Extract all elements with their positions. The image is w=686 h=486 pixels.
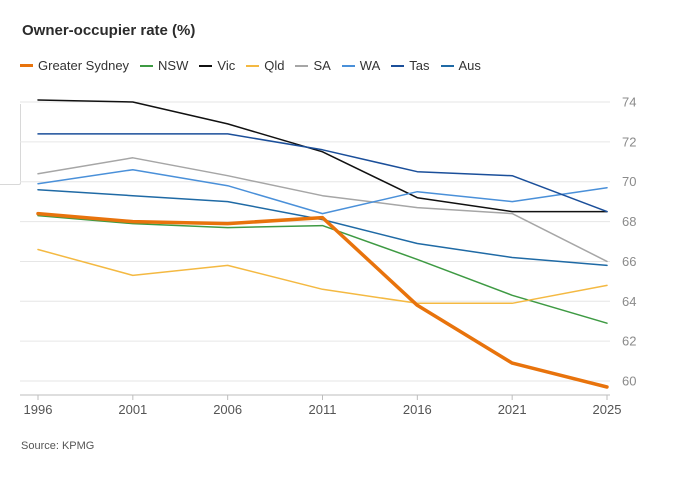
series-line-tas — [37, 133, 608, 213]
legend-swatch — [20, 64, 33, 67]
y-tick-label: 64 — [622, 294, 636, 309]
line-chart: 60 62 64 66 68 70 72 74 1996 2001 2006 2011 2016 2021… — [20, 94, 636, 417]
legend-label: WA — [359, 58, 381, 73]
legend-swatch — [199, 64, 213, 67]
legend-swatch — [391, 64, 405, 67]
series-line-vic — [37, 99, 608, 213]
x-tick-label: 2021 — [498, 402, 527, 417]
legend-swatch — [440, 64, 454, 67]
x-tick-label: 1996 — [24, 402, 53, 417]
series-line-sa — [37, 157, 608, 263]
x-tick-label: 2001 — [118, 402, 147, 417]
legend-swatch — [140, 64, 154, 67]
decorative-bracket — [0, 104, 21, 185]
y-tick-label: 66 — [622, 254, 636, 269]
legend-swatch — [246, 64, 260, 67]
legend-label: NSW — [158, 58, 189, 73]
legend-item-qld: Qld — [246, 58, 284, 73]
series-line-greater-sydney — [36, 211, 609, 389]
series-line-aus — [37, 188, 608, 267]
legend-label: Greater Sydney — [38, 58, 130, 73]
y-tick-label: 68 — [622, 214, 636, 229]
legend-label: SA — [313, 58, 331, 73]
y-tick-label: 72 — [622, 134, 636, 149]
chart-legend: Greater Sydney NSW Vic Qld SA WA Tas Aus — [20, 58, 492, 73]
series-line-qld — [37, 248, 608, 305]
series-line-nsw — [37, 214, 608, 324]
legend-item-nsw: NSW — [140, 58, 188, 73]
series-line-wa — [37, 168, 608, 215]
legend-swatch — [341, 64, 355, 67]
y-tick-label: 70 — [622, 174, 636, 189]
legend-item-sa: SA — [295, 58, 331, 73]
y-tick-label: 74 — [622, 94, 636, 109]
legend-item-aus: Aus — [440, 58, 481, 73]
legend-item-wa: WA — [341, 58, 381, 73]
x-tick-label: 2006 — [213, 402, 242, 417]
x-tick-label: 2011 — [309, 402, 337, 417]
legend-label: Vic — [217, 58, 236, 73]
y-tick-label: 60 — [622, 374, 636, 389]
legend-item-tas: Tas — [391, 58, 430, 73]
x-tick-label: 2016 — [403, 402, 432, 417]
x-tick-label: 2025 — [593, 402, 622, 417]
chart-title: Owner-occupier rate (%) — [22, 22, 196, 39]
legend-label: Aus — [458, 58, 481, 73]
legend-item-greater-sydney: Greater Sydney — [20, 58, 129, 73]
legend-swatch — [295, 64, 309, 67]
legend-item-vic: Vic — [199, 58, 235, 73]
y-tick-label: 62 — [622, 334, 636, 349]
source-note: Source: KPMG — [21, 440, 95, 452]
legend-label: Tas — [409, 58, 430, 73]
legend-label: Qld — [264, 58, 285, 73]
